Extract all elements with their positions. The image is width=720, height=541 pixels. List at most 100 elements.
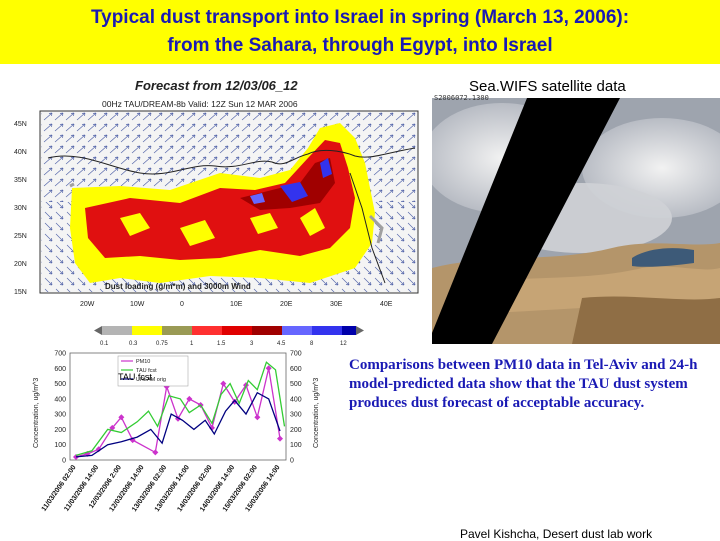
- colorbar-label: 4.5: [277, 341, 286, 347]
- legend-entry: PM10: [136, 359, 150, 365]
- forecast-label: Forecast from 12/03/06_12: [135, 78, 298, 93]
- colorbar-swatch: [312, 326, 342, 335]
- y-tick-label-right: 600: [290, 366, 302, 373]
- series-layer: [73, 361, 286, 460]
- legend-entry: TAU fcst: [136, 368, 157, 374]
- med-coastline: [47, 147, 416, 175]
- colorbar-swatch: [252, 326, 282, 335]
- pm10-point: [265, 365, 272, 372]
- pm10-chart: Concentration, ug/m^3 Concentration, ug/…: [28, 343, 338, 533]
- y-tick-label-right: 0: [290, 458, 294, 465]
- lat-axis-labels: 45N 40N 35N 30N 25N 20N 15N: [14, 121, 27, 296]
- title-line-2: from the Sahara, through Egypt, into Isr…: [167, 35, 553, 56]
- dust-blue-core-1: [280, 182, 308, 202]
- y-tick-label-right: 200: [290, 427, 302, 434]
- pm10-point: [118, 414, 125, 421]
- dust-darkred-core: [240, 158, 335, 210]
- satellite-stamp: S2006072.1300: [434, 94, 489, 102]
- series-line-tau-fcst: [75, 361, 286, 457]
- lon-label: 10W: [130, 301, 145, 308]
- y-tick-label-left: 100: [54, 442, 66, 449]
- y-tick-label-left: 600: [54, 366, 66, 373]
- colorbar-label: 8: [310, 341, 314, 347]
- y-tick-label-right: 300: [290, 412, 302, 419]
- satellite-svg: [432, 98, 720, 344]
- pm10-point: [109, 424, 116, 431]
- y-tick-label-right: 400: [290, 396, 302, 403]
- forecast-map-svg: Forecast from 12/03/06_12 00Hz TAU/DREAM…: [14, 78, 419, 347]
- colorbar-label: 12: [340, 341, 347, 347]
- pm10-point: [95, 446, 102, 453]
- y-axis-label-right: Concentration, ug/m^3: [313, 378, 320, 448]
- lat-label: 40N: [14, 149, 27, 156]
- author-credit: Pavel Kishcha, Desert dust lab work: [460, 527, 653, 541]
- lon-label: 30E: [330, 301, 343, 308]
- pm10-point: [152, 449, 159, 456]
- legend-entry: URLAM orig: [136, 377, 166, 383]
- colorbar-label: 1: [190, 341, 194, 347]
- lon-label: 20E: [280, 301, 293, 308]
- colorbar-swatch: [102, 326, 132, 335]
- lat-label: 35N: [14, 177, 27, 184]
- y-tick-label-left: 400: [54, 396, 66, 403]
- series-line-urlam-orig: [75, 391, 281, 458]
- y-tick-label-left: 0: [62, 458, 66, 465]
- lat-label: 25N: [14, 233, 27, 240]
- series-line-pm10: [75, 368, 281, 458]
- y-tick-label-right: 500: [290, 381, 302, 388]
- lat-label: 15N: [14, 289, 27, 296]
- pm10-point: [220, 380, 227, 387]
- lat-label: 45N: [14, 121, 27, 128]
- colorbar-swatch: [132, 326, 162, 335]
- y-tick-label-right: 100: [290, 442, 302, 449]
- colorbar-swatch: [282, 326, 312, 335]
- pm10-point: [277, 435, 283, 442]
- colorbar-swatch: [222, 326, 252, 335]
- pm10-point: [186, 395, 193, 402]
- comparison-text: Comparisons between PM10 data in Tel-Avi…: [349, 357, 698, 411]
- model-forecast-map: Forecast from 12/03/06_12 00Hz TAU/DREAM…: [10, 78, 423, 348]
- y-tick-label-left: 500: [54, 381, 66, 388]
- colorbar-swatch: [192, 326, 222, 335]
- y-tick-label-left: 200: [54, 427, 66, 434]
- colorbar-label: 3: [250, 341, 254, 347]
- lon-axis-labels: 20W 10W 0 10E 20E 30E 40E: [80, 301, 393, 308]
- chart-legend: PM10 TAU fcst URLAM orig: [117, 355, 189, 387]
- red-sea-coast: [349, 172, 386, 284]
- dust-red-region: [85, 140, 355, 260]
- swath-gap: [432, 98, 620, 344]
- satellite-label: Sea.WIFS satellite data: [466, 78, 629, 95]
- title-banner: Typical dust transport into Israel in sp…: [0, 0, 720, 64]
- colorbar-label: 0.1: [100, 341, 109, 347]
- y-ticks-left: 0 100 200 300 400 500 600 700: [54, 351, 66, 465]
- colorbar-swatch: [162, 326, 192, 335]
- dust-blue-core-3: [250, 193, 265, 204]
- title-line-1: Typical dust transport into Israel in sp…: [90, 7, 630, 28]
- tau-fcst-annotation: TAU fcst: [118, 372, 152, 382]
- y-ticks-right: 0 100 200 300 400 500 600 700: [290, 351, 302, 465]
- colorbar-label: 1.5: [217, 341, 226, 347]
- pm10-point: [254, 414, 261, 421]
- colorbar: 0.1 0.3 0.75 1 1.5 3 4.5 8 12: [94, 326, 364, 347]
- satellite-image: [432, 98, 720, 344]
- lon-label: 20W: [80, 301, 95, 308]
- land-south: [572, 296, 720, 344]
- pm10-chart-svg: Concentration, ug/m^3 Concentration, ug/…: [33, 351, 320, 514]
- sea-patch: [632, 248, 694, 267]
- colorbar-label: 0.3: [129, 341, 138, 347]
- lon-label: 0: [180, 301, 184, 308]
- y-tick-label-left: 700: [54, 351, 66, 358]
- lon-label: 40E: [380, 301, 393, 308]
- y-axis-label-left: Concentration, ug/m^3: [33, 378, 40, 448]
- colorbar-label: 0.75: [156, 341, 168, 347]
- colorbar-swatch: [342, 326, 356, 335]
- pm10-point: [231, 398, 238, 405]
- y-tick-label-right: 700: [290, 351, 302, 358]
- lon-label: 10E: [230, 301, 243, 308]
- lat-label: 30N: [14, 205, 27, 212]
- lat-label: 20N: [14, 261, 27, 268]
- y-tick-label-left: 300: [54, 412, 66, 419]
- dust-gray-edge: [69, 182, 384, 244]
- map-header: 00Hz TAU/DREAM-8b Valid: 12Z Sun 12 MAR …: [102, 99, 298, 109]
